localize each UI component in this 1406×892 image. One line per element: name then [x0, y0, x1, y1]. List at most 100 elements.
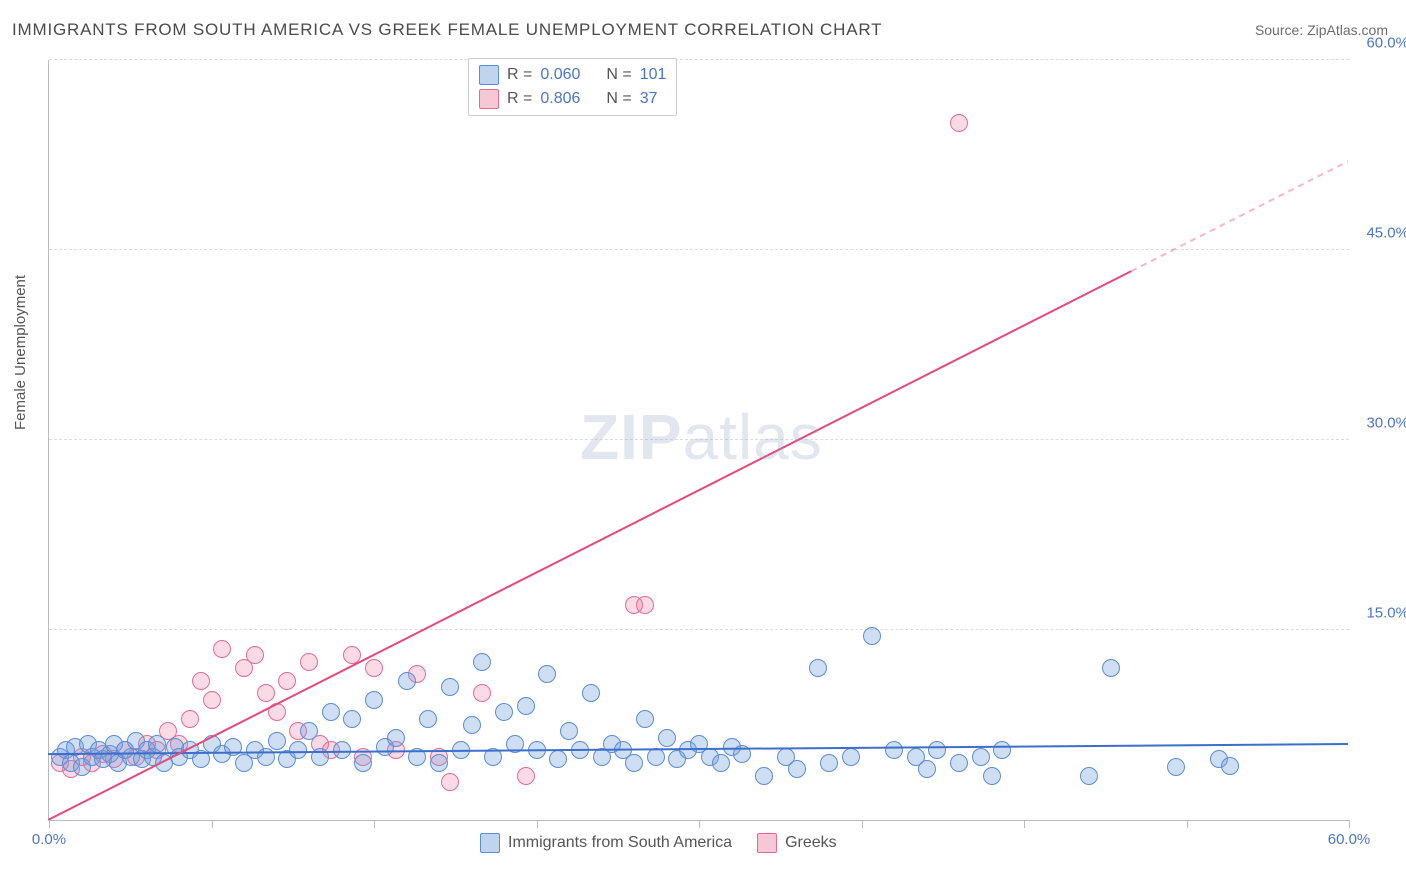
data-point [473, 653, 491, 671]
y-tick-label: 30.0% [1354, 415, 1406, 432]
data-point [343, 710, 361, 728]
data-point [419, 710, 437, 728]
legend-row-pink: R = 0.806 N = 37 [479, 87, 666, 111]
data-point [365, 691, 383, 709]
n-label: N = [606, 90, 631, 108]
data-point [983, 767, 1001, 785]
data-point [473, 684, 491, 702]
data-point [300, 653, 318, 671]
n-label: N = [606, 66, 631, 84]
swatch-blue-icon [479, 65, 499, 85]
data-point [809, 659, 827, 677]
data-point [918, 760, 936, 778]
x-tick-label: 60.0% [1328, 831, 1371, 848]
data-point [1102, 659, 1120, 677]
data-point [658, 729, 676, 747]
data-point [365, 659, 383, 677]
data-point [278, 672, 296, 690]
x-tick [374, 820, 375, 828]
legend-row-blue: R = 0.060 N = 101 [479, 63, 666, 87]
x-tick [862, 820, 863, 828]
x-tick [1349, 820, 1350, 828]
legend-label: Immigrants from South America [508, 834, 732, 852]
data-point [213, 640, 231, 658]
x-tick [537, 820, 538, 828]
data-point [257, 684, 275, 702]
n-value: 101 [640, 66, 667, 84]
y-axis-label: Female Unemployment [12, 275, 29, 430]
data-point [203, 691, 221, 709]
data-point [820, 754, 838, 772]
data-point [311, 748, 329, 766]
watermark: ZIPatlas [580, 400, 823, 474]
data-point [430, 754, 448, 772]
chart-title: IMMIGRANTS FROM SOUTH AMERICA VS GREEK F… [12, 20, 882, 40]
data-point [712, 754, 730, 772]
data-point [517, 697, 535, 715]
data-point [528, 741, 546, 759]
data-point [408, 748, 426, 766]
n-value: 37 [640, 90, 658, 108]
data-point [950, 754, 968, 772]
watermark-atlas: atlas [683, 401, 823, 473]
data-point [636, 710, 654, 728]
data-point [582, 684, 600, 702]
data-point [538, 665, 556, 683]
r-value: 0.060 [540, 66, 580, 84]
legend-correlation: R = 0.060 N = 101 R = 0.806 N = 37 [468, 58, 677, 116]
data-point [495, 703, 513, 721]
data-point [441, 678, 459, 696]
gridline [49, 249, 1349, 250]
data-point [268, 732, 286, 750]
x-tick-label: 0.0% [32, 831, 66, 848]
data-point [268, 703, 286, 721]
data-point [452, 741, 470, 759]
data-point [517, 767, 535, 785]
data-point [300, 722, 318, 740]
watermark-zip: ZIP [580, 401, 683, 473]
data-point [398, 672, 416, 690]
r-label: R = [507, 66, 532, 84]
gridline [49, 629, 1349, 630]
r-label: R = [507, 90, 532, 108]
data-point [885, 741, 903, 759]
x-tick [1187, 820, 1188, 828]
r-value: 0.806 [540, 90, 580, 108]
legend-item-blue: Immigrants from South America [480, 833, 732, 853]
data-point [928, 741, 946, 759]
data-point [1221, 757, 1239, 775]
data-point [549, 750, 567, 768]
data-point [343, 646, 361, 664]
data-point [192, 750, 210, 768]
data-point [788, 760, 806, 778]
y-tick-label: 45.0% [1354, 225, 1406, 242]
data-point [950, 114, 968, 132]
data-point [571, 741, 589, 759]
x-tick [212, 820, 213, 828]
data-point [441, 773, 459, 791]
data-point [1080, 767, 1098, 785]
data-point [192, 672, 210, 690]
data-point [181, 710, 199, 728]
data-point [625, 754, 643, 772]
data-point [993, 741, 1011, 759]
data-point [387, 729, 405, 747]
legend-item-pink: Greeks [757, 833, 837, 853]
data-point [636, 596, 654, 614]
swatch-pink-icon [479, 89, 499, 109]
data-point [246, 646, 264, 664]
data-point [333, 741, 351, 759]
gridline [49, 59, 1349, 60]
data-point [224, 738, 242, 756]
data-point [148, 735, 166, 753]
data-point [842, 748, 860, 766]
data-point [354, 754, 372, 772]
data-point [506, 735, 524, 753]
data-point [755, 767, 773, 785]
y-tick-label: 60.0% [1354, 35, 1406, 52]
data-point [647, 748, 665, 766]
data-point [257, 748, 275, 766]
data-point [560, 722, 578, 740]
y-tick-label: 15.0% [1354, 605, 1406, 622]
data-point [972, 748, 990, 766]
